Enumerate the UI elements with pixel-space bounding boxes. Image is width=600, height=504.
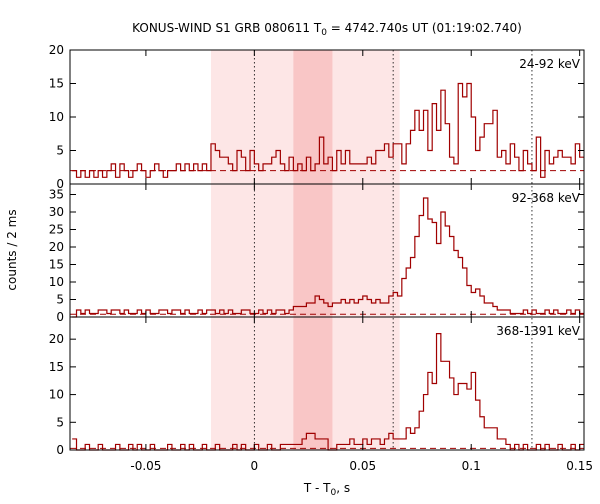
y-tick-label: 0 xyxy=(56,177,64,191)
y-tick-label: 15 xyxy=(49,258,64,272)
chart-title: KONUS-WIND S1 GRB 080611 T0 = 4742.740s … xyxy=(132,21,522,38)
y-tick-label: 10 xyxy=(49,388,64,402)
y-tick-label: 20 xyxy=(49,240,64,254)
y-tick-label: 10 xyxy=(49,275,64,289)
x-tick-label: 0.15 xyxy=(566,459,593,473)
y-tick-label: 15 xyxy=(49,77,64,91)
y-tick-label: 5 xyxy=(56,293,64,307)
shaded-region-1 xyxy=(293,50,333,450)
panel-label: 24-92 keV xyxy=(519,57,581,71)
vertical-marker-lines xyxy=(253,50,533,450)
shaded-regions xyxy=(210,50,400,450)
y-tick-label: 5 xyxy=(56,144,64,158)
y-tick-label: 20 xyxy=(49,43,64,57)
panel-label: 368-1391 keV xyxy=(496,324,580,338)
x-tick-label: 0.1 xyxy=(462,459,481,473)
y-axis-label: counts / 2 ms xyxy=(5,209,19,290)
background-levels xyxy=(70,170,584,449)
y-tick-label: 0 xyxy=(56,310,64,324)
y-tick-label: 20 xyxy=(49,332,64,346)
y-tick-label: 5 xyxy=(56,415,64,429)
y-tick-label: 30 xyxy=(49,205,64,219)
y-tick-label: 35 xyxy=(49,188,64,202)
labels: 0 5 10 15 20 24-92 keV 0 5 10 15 20 25 30 35 92-368 ke… xyxy=(5,21,593,498)
axes xyxy=(69,49,585,451)
panel-frame-2 xyxy=(69,316,585,451)
x-tick-label: 0.05 xyxy=(349,459,376,473)
y-tick-label: 10 xyxy=(49,110,64,124)
light-curve-1 xyxy=(72,197,584,318)
light-curve-0 xyxy=(72,82,584,178)
x-axis-label: T - T0, s xyxy=(303,481,350,498)
x-tick-label: -0.05 xyxy=(130,459,161,473)
y-tick-label: 0 xyxy=(56,443,64,457)
panel-label: 92-368 keV xyxy=(512,191,581,205)
x-tick-label: 0 xyxy=(251,459,259,473)
y-tick-label: 15 xyxy=(49,360,64,374)
y-tick-label: 25 xyxy=(49,223,64,237)
